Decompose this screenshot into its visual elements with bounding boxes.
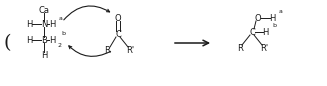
Text: R': R' — [260, 44, 268, 52]
Text: H: H — [262, 28, 268, 36]
Text: b: b — [61, 31, 65, 36]
Text: H: H — [26, 20, 32, 28]
Text: (: ( — [3, 34, 11, 52]
Text: N: N — [41, 20, 47, 28]
Text: H: H — [26, 36, 32, 44]
FancyArrowPatch shape — [69, 46, 111, 56]
Text: Ca: Ca — [39, 6, 49, 15]
Text: H: H — [49, 20, 55, 28]
Text: O: O — [255, 14, 261, 23]
Text: H: H — [269, 14, 275, 23]
Text: R: R — [104, 45, 110, 55]
Text: 2: 2 — [57, 43, 61, 48]
Text: H: H — [41, 50, 47, 60]
Text: a: a — [59, 16, 63, 21]
Text: R': R' — [126, 45, 134, 55]
Text: B: B — [41, 36, 47, 44]
Text: b: b — [272, 23, 276, 28]
Text: O: O — [115, 14, 121, 23]
Text: C: C — [115, 29, 121, 39]
Text: a: a — [279, 9, 283, 14]
FancyArrowPatch shape — [64, 6, 110, 20]
Text: H: H — [49, 36, 55, 44]
Text: R: R — [237, 44, 243, 52]
Text: C: C — [249, 28, 255, 36]
